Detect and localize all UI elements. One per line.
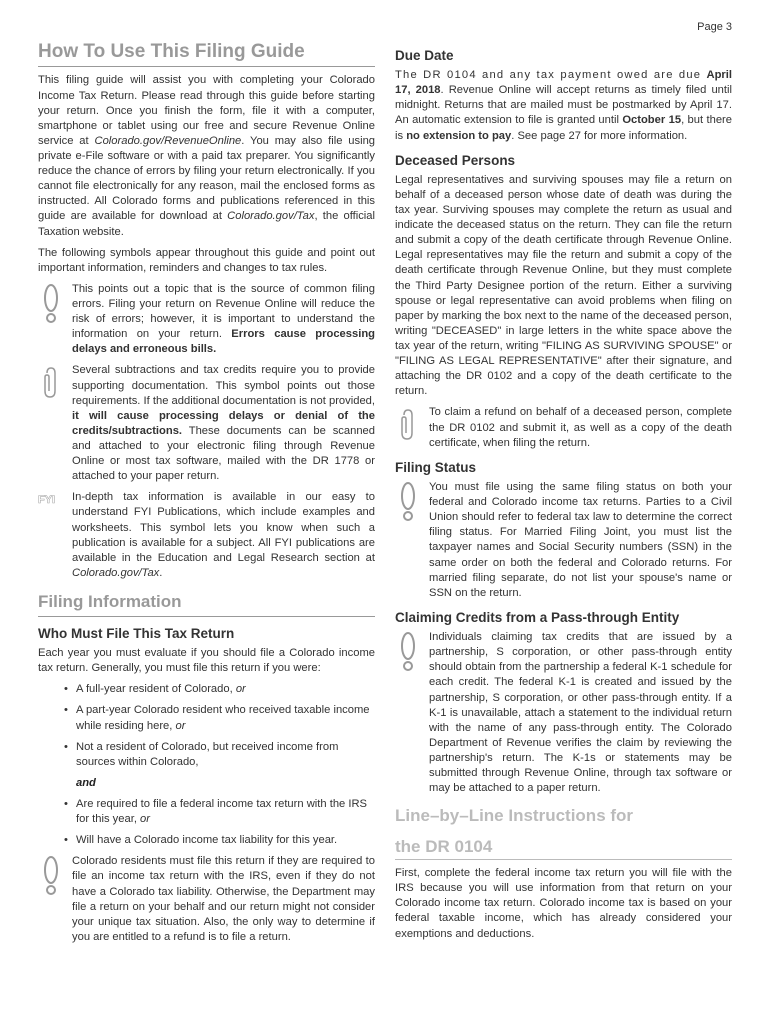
line-by-line-heading-2: the DR 0104	[395, 837, 732, 860]
exclaim-note-claim: Individuals claiming tax credits that ar…	[395, 630, 732, 796]
intro-para-1: This filing guide will assist you with c…	[38, 73, 375, 239]
left-column: How To Use This Filing Guide This filing…	[38, 39, 375, 951]
list-item: Will have a Colorado income tax liabilit…	[64, 833, 375, 848]
list-item: A full-year resident of Colorado, or	[64, 682, 375, 697]
and-separator: and	[38, 776, 375, 791]
line-by-line-heading-1: Line–by–Line Instructions for	[395, 806, 732, 826]
list-item: Are required to file a federal income ta…	[64, 797, 375, 827]
who-list-2: Are required to file a federal income ta…	[38, 797, 375, 848]
two-column-layout: How To Use This Filing Guide This filing…	[38, 39, 732, 951]
main-heading: How To Use This Filing Guide	[38, 39, 375, 68]
exclaim-note-fstatus: You must file using the same filing stat…	[395, 480, 732, 601]
list-item: Not a resident of Colorado, but received…	[64, 740, 375, 770]
due-date-para: The DR 0104 and any tax payment owed are…	[395, 68, 732, 144]
filing-info-heading: Filing Information	[38, 591, 375, 617]
exclaim-icon	[38, 282, 64, 324]
list-item: A part-year Colorado resident who receiv…	[64, 703, 375, 733]
exclaim-note-1: This points out a topic that is the sour…	[38, 282, 375, 358]
fyi-note: FYI In-depth tax information is availabl…	[38, 490, 375, 581]
filing-status-heading: Filing Status	[395, 459, 732, 477]
who-list: A full-year resident of Colorado, or A p…	[38, 682, 375, 770]
paperclip-note: Several subtractions and tax credits req…	[38, 363, 375, 484]
line-by-line-para: First, complete the federal income tax r…	[395, 866, 732, 942]
paperclip-note-deceased: To claim a refund on behalf of a decease…	[395, 405, 732, 450]
who-must-file-heading: Who Must File This Tax Return	[38, 625, 375, 643]
svg-text:FYI: FYI	[38, 494, 55, 506]
right-column: Due Date The DR 0104 and any tax payment…	[395, 39, 732, 951]
due-date-heading: Due Date	[395, 47, 732, 65]
who-intro: Each year you must evaluate if you shoul…	[38, 646, 375, 676]
page-number: Page 3	[38, 20, 732, 35]
intro-para-2: The following symbols appear throughout …	[38, 246, 375, 276]
exclaim-icon	[395, 480, 421, 522]
deceased-heading: Deceased Persons	[395, 152, 732, 170]
exclaim-icon	[38, 854, 64, 896]
exclaim-icon	[395, 630, 421, 672]
exclaim-note-who: Colorado residents must file this return…	[38, 854, 375, 945]
paperclip-icon	[38, 363, 64, 401]
claiming-credits-heading: Claiming Credits from a Pass-through Ent…	[395, 609, 732, 627]
deceased-para: Legal representatives and surviving spou…	[395, 173, 732, 400]
fyi-icon: FYI	[38, 490, 64, 506]
paperclip-icon	[395, 405, 421, 443]
